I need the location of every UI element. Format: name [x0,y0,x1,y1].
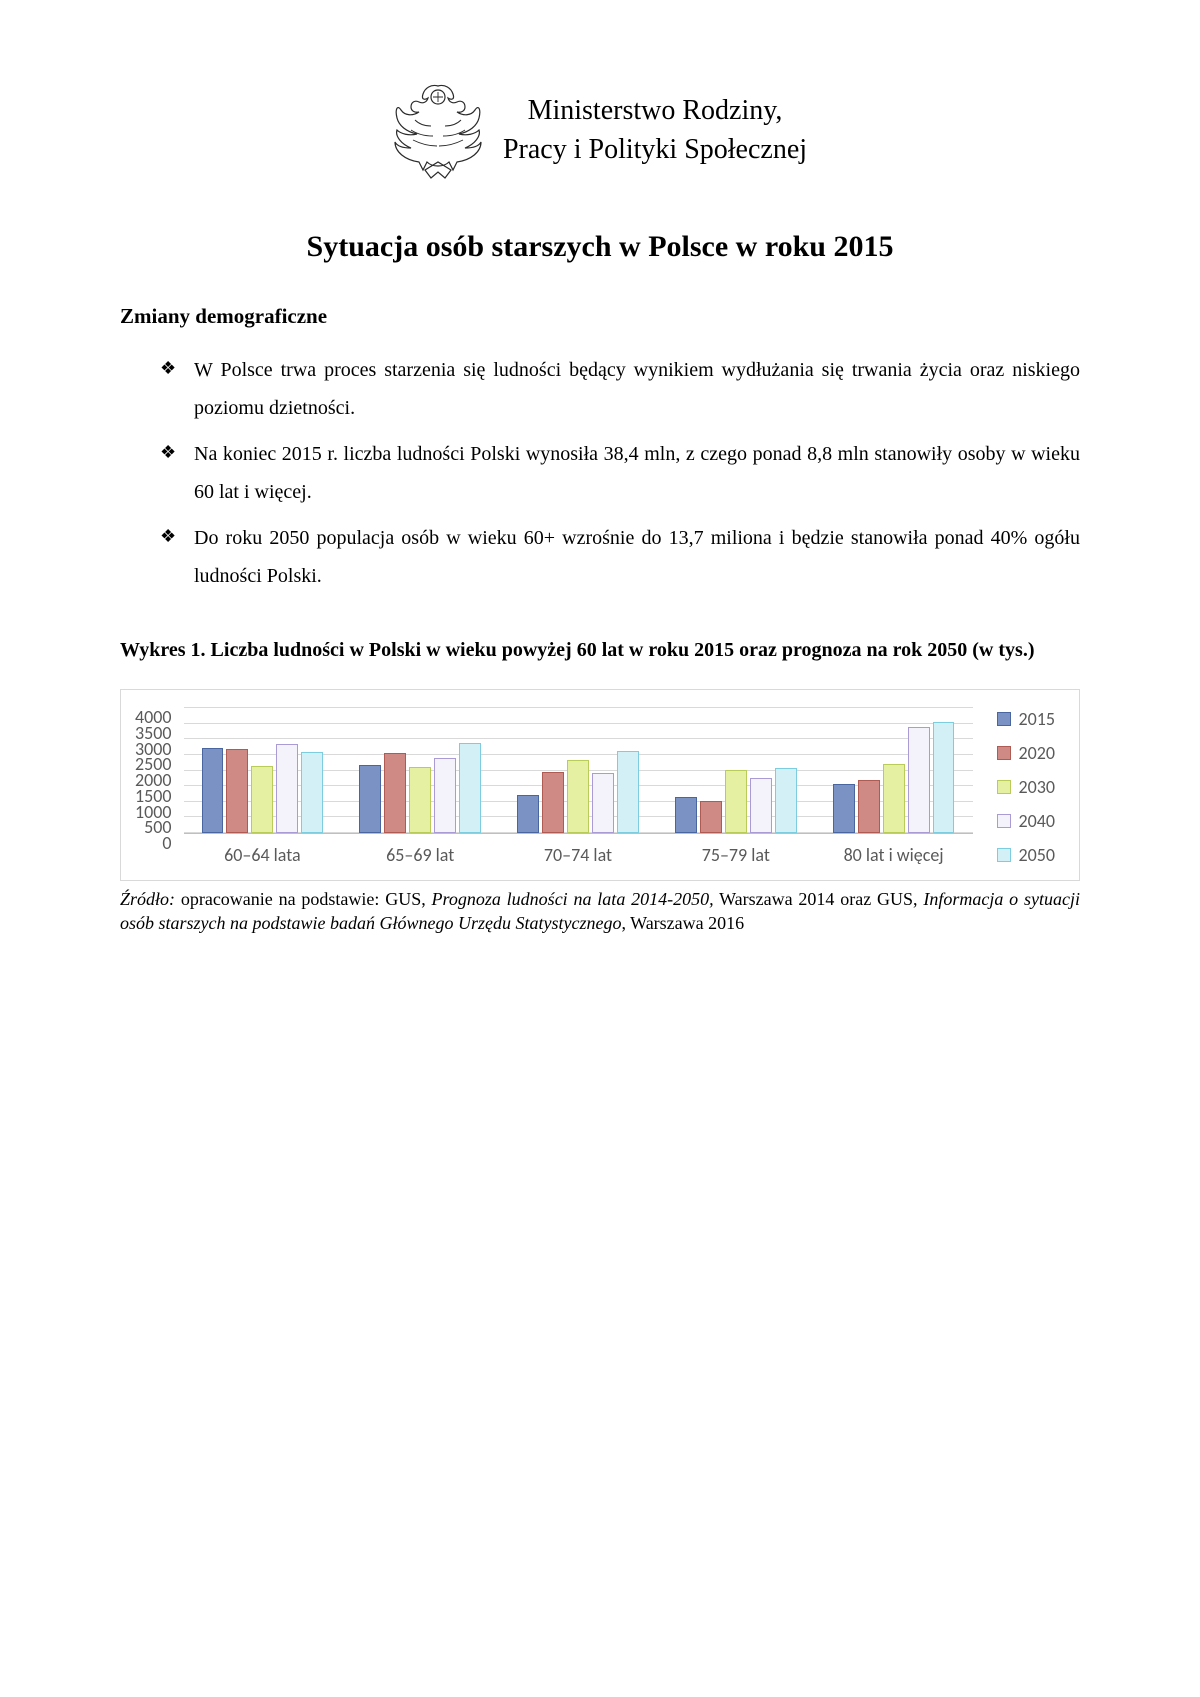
bar [908,727,930,833]
x-tick-label: 80 lat i więcej [815,834,973,866]
document-page: Ministerstwo Rodziny, Pracy i Polityki S… [0,0,1200,996]
source-note: Źródło: opracowanie na podstawie: GUS, P… [120,887,1080,936]
bar [775,768,797,833]
bullet-item: Do roku 2050 populacja osób w wieku 60+ … [160,519,1080,595]
bar [226,749,248,833]
bar [750,778,772,833]
chart-caption: Wykres 1. Liczba ludności w Polski w wie… [120,631,1080,669]
legend-item: 2030 [997,776,1056,798]
y-axis: 05001000150020002500300035004000 [135,708,184,834]
legend-swatch-icon [997,780,1011,794]
bar-group [341,708,499,833]
bar [517,795,539,833]
legend-item: 2020 [997,742,1056,764]
bar [202,748,224,833]
legend-label: 2020 [1019,742,1056,764]
chart-plot-row: 05001000150020002500300035004000 [135,708,973,834]
bar [359,765,381,833]
legend-label: 2015 [1019,708,1056,730]
document-title: Sytuacja osób starszych w Polsce w roku … [120,230,1080,264]
bar [883,764,905,833]
document-header: Ministerstwo Rodziny, Pracy i Polityki S… [120,80,1080,180]
ministry-line-1: Ministerstwo Rodziny, [503,91,807,130]
legend-item: 2050 [997,844,1056,866]
x-axis: 60–64 lata65–69 lat70–74 lat75–79 lat80 … [184,834,973,866]
source-body-2: Warszawa 2014 oraz GUS, [714,889,924,909]
legend-swatch-icon [997,848,1011,862]
ministry-name: Ministerstwo Rodziny, Pracy i Polityki S… [503,91,807,169]
bar [592,773,614,833]
bullet-item: W Polsce trwa proces starzenia się ludno… [160,351,1080,427]
bar [459,743,481,833]
bar-group [657,708,815,833]
bar [675,797,697,833]
legend-label: 2050 [1019,844,1056,866]
bar [725,770,747,833]
bar [542,772,564,833]
bar [251,766,273,833]
bar [858,780,880,833]
legend-item: 2040 [997,810,1056,832]
bars-row [184,708,973,833]
x-tick-label: 75–79 lat [657,834,815,866]
section-heading: Zmiany demograficzne [120,304,1080,329]
bar [276,744,298,833]
source-body-3: , Warszawa 2016 [621,913,744,933]
ministry-line-2: Pracy i Polityki Społecznej [503,130,807,169]
legend-label: 2040 [1019,810,1056,832]
eagle-emblem-icon [393,80,483,180]
bar-group [499,708,657,833]
x-tick-label: 70–74 lat [499,834,657,866]
chart-legend: 2015 2020 2030 2040 2050 [973,708,1066,866]
bar [384,753,406,833]
bar [567,760,589,833]
bar [409,767,431,833]
bar [700,801,722,834]
x-tick-label: 65–69 lat [341,834,499,866]
source-body-1: opracowanie na podstawie: GUS, [175,889,432,909]
legend-swatch-icon [997,814,1011,828]
legend-swatch-icon [997,746,1011,760]
legend-item: 2015 [997,708,1056,730]
bar [933,722,955,833]
bullet-item: Na koniec 2015 r. liczba ludności Polski… [160,435,1080,511]
source-italic-1: Prognoza ludności na lata 2014-2050, [432,889,714,909]
bar [301,752,323,833]
bar-group [184,708,342,833]
legend-label: 2030 [1019,776,1056,798]
legend-swatch-icon [997,712,1011,726]
plot-area [184,708,973,834]
bar-group [815,708,973,833]
source-prefix: Źródło: [120,889,175,909]
bar [617,751,639,833]
x-tick-label: 60–64 lata [184,834,342,866]
bar [833,784,855,833]
chart-container: 05001000150020002500300035004000 60–64 l… [120,689,1080,881]
bullet-list: W Polsce trwa proces starzenia się ludno… [120,351,1080,595]
bar [434,758,456,833]
